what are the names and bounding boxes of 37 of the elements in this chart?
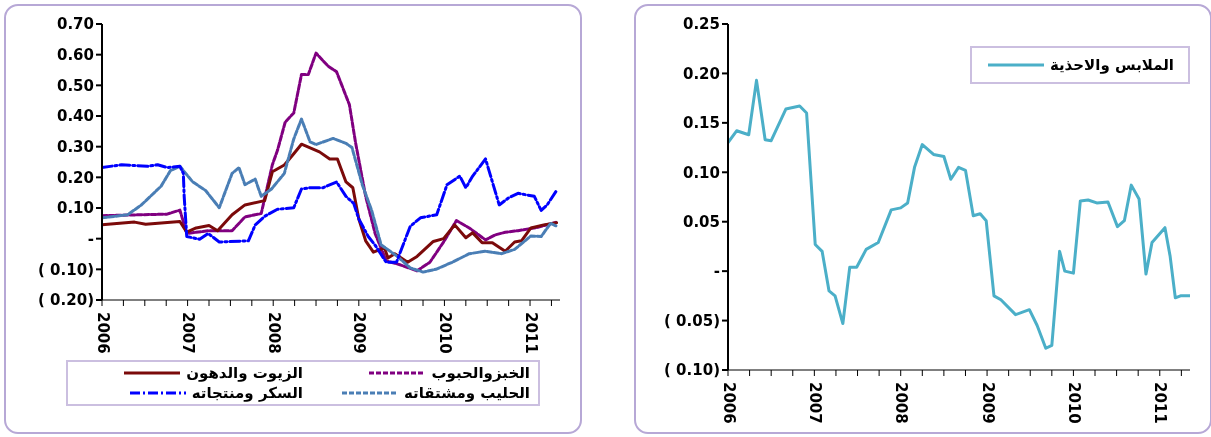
y-tick-label: 0.50 (56, 76, 94, 95)
x-tick-label: 2009 (350, 312, 369, 354)
y-tick-label: 0.20 (56, 168, 94, 187)
legend-label: السكر ومنتجاته (191, 384, 303, 402)
x-tick-label: 2011 (1151, 382, 1170, 424)
line-series (728, 78, 1190, 350)
y-tick-label: ( 0.05) (664, 311, 720, 330)
x-tick-label: 2008 (264, 312, 283, 354)
y-tick-label: ( 0.20) (38, 291, 94, 310)
x-tick-label: 2006 (93, 312, 112, 354)
line-series (102, 117, 559, 274)
legend-label: الزيوت والدهون (186, 364, 303, 382)
x-tick-label: 2007 (179, 312, 198, 354)
legend-label: الملابس والاحذية (1049, 56, 1174, 74)
x-tick-label: 2009 (978, 382, 997, 424)
y-tick-label: ( 0.10) (664, 361, 720, 380)
x-tick-label: 2011 (521, 312, 540, 354)
x-tick-label: 2007 (805, 382, 824, 424)
legend-label: الخبزوالحبوب (431, 364, 530, 382)
x-tick-label: 2006 (719, 382, 738, 424)
y-tick-label: 0.60 (56, 45, 94, 64)
x-tick-label: 2008 (892, 382, 911, 424)
y-tick-label: 0.30 (56, 137, 94, 156)
y-tick-label: - (713, 262, 720, 281)
y-tick-label: 0.20 (682, 64, 720, 83)
y-tick-label: 0.10 (682, 163, 720, 182)
legend-label: الحليب ومشتقاته (403, 384, 530, 402)
y-tick-label: - (87, 229, 94, 248)
y-tick-label: 0.10 (56, 199, 94, 218)
x-tick-label: 2010 (435, 312, 454, 354)
y-tick-label: 0.25 (682, 15, 720, 34)
y-tick-label: ( 0.10) (38, 260, 94, 279)
y-tick-label: 0.70 (56, 15, 94, 34)
y-tick-label: 0.40 (56, 107, 94, 126)
x-tick-label: 2010 (1064, 382, 1083, 424)
y-tick-label: 0.15 (682, 114, 720, 133)
y-tick-label: 0.05 (682, 213, 720, 232)
